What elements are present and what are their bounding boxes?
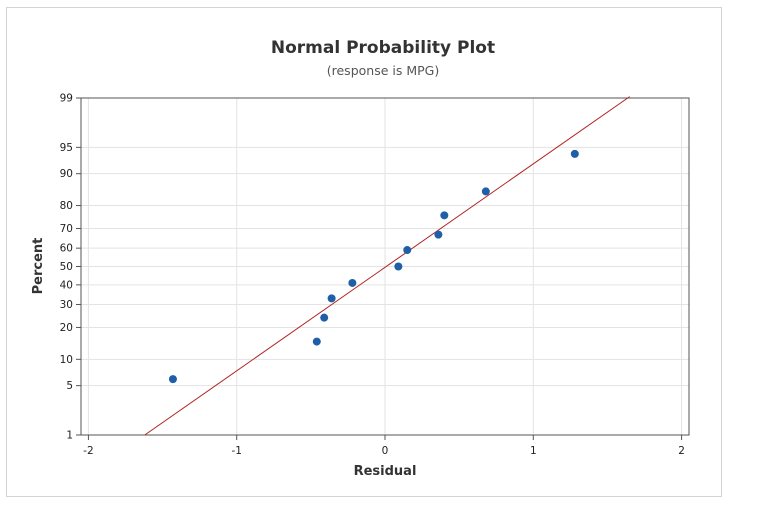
x-tick-label: 0 xyxy=(382,445,389,457)
y-tick-label: 90 xyxy=(60,168,73,180)
data-point xyxy=(312,337,321,346)
fit-line-group xyxy=(144,96,630,436)
data-point xyxy=(570,149,579,158)
data-point xyxy=(440,211,449,220)
y-tick-label: 1 xyxy=(66,430,73,442)
x-axis-label: Residual xyxy=(354,464,417,479)
y-tick-label: 60 xyxy=(60,243,73,255)
fit-line xyxy=(144,96,630,436)
x-tick-label: -2 xyxy=(83,445,93,457)
x-tick-label: -1 xyxy=(231,445,241,457)
x-tick-label: 1 xyxy=(530,445,537,457)
data-point xyxy=(327,294,336,303)
data-point xyxy=(168,375,177,384)
data-points xyxy=(168,149,579,384)
x-axis-ticks: -2 -1 0 1 2 xyxy=(83,435,685,457)
data-point xyxy=(348,278,357,287)
chart-title: Normal Probability Plot xyxy=(271,38,495,58)
y-tick-label: 99 xyxy=(60,93,73,105)
y-tick-label: 70 xyxy=(60,223,73,235)
y-tick-label: 80 xyxy=(60,200,73,212)
data-point xyxy=(403,246,412,255)
x-tick-label: 2 xyxy=(678,445,685,457)
chart-frame: Normal Probability Plot (response is MPG… xyxy=(6,7,722,497)
chart-subtitle: (response is MPG) xyxy=(327,63,439,78)
y-tick-label: 40 xyxy=(60,279,73,291)
y-axis-label: Percent xyxy=(31,238,46,295)
gridlines xyxy=(81,97,689,436)
y-tick-label: 5 xyxy=(66,380,73,392)
y-tick-label: 50 xyxy=(60,261,73,273)
y-tick-label: 10 xyxy=(60,354,73,366)
data-point xyxy=(481,187,490,196)
y-tick-label: 30 xyxy=(60,299,73,311)
normal-probability-plot: Normal Probability Plot (response is MPG… xyxy=(31,38,690,479)
y-tick-label: 95 xyxy=(60,142,73,154)
y-tick-label: 20 xyxy=(60,322,73,334)
data-point xyxy=(320,313,329,322)
data-point xyxy=(394,262,403,271)
y-axis-ticks: 1 5 10 20 30 40 50 60 70 80 90 95 99 xyxy=(60,93,81,442)
data-point xyxy=(434,230,443,239)
